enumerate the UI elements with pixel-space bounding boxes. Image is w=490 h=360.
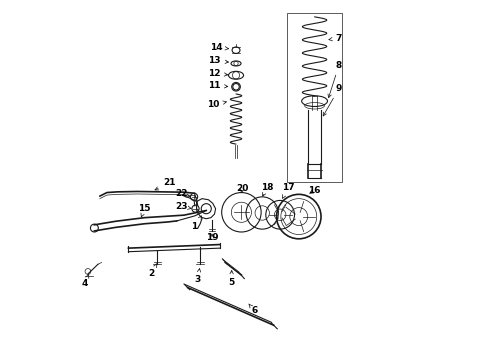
Text: 18: 18 xyxy=(261,183,273,196)
Text: 3: 3 xyxy=(195,269,201,284)
Text: 10: 10 xyxy=(207,100,226,109)
Bar xyxy=(287,13,342,182)
Text: 1: 1 xyxy=(191,216,202,231)
Text: 15: 15 xyxy=(138,204,151,217)
Text: 4: 4 xyxy=(81,274,89,288)
Text: 8: 8 xyxy=(328,61,342,98)
Text: 13: 13 xyxy=(208,57,228,66)
Text: 12: 12 xyxy=(208,69,228,78)
Text: 11: 11 xyxy=(208,81,228,90)
Text: 20: 20 xyxy=(236,184,248,193)
Text: 22: 22 xyxy=(175,189,190,198)
Text: 9: 9 xyxy=(323,84,342,116)
Text: 2: 2 xyxy=(148,264,157,278)
Text: 5: 5 xyxy=(228,270,235,287)
Text: 17: 17 xyxy=(282,183,294,198)
Text: 21: 21 xyxy=(155,178,176,190)
Text: 23: 23 xyxy=(175,202,191,211)
Text: 19: 19 xyxy=(206,233,219,242)
Text: 14: 14 xyxy=(210,43,228,52)
Text: 6: 6 xyxy=(249,304,258,315)
Text: 7: 7 xyxy=(329,34,342,43)
Text: 16: 16 xyxy=(308,186,320,195)
